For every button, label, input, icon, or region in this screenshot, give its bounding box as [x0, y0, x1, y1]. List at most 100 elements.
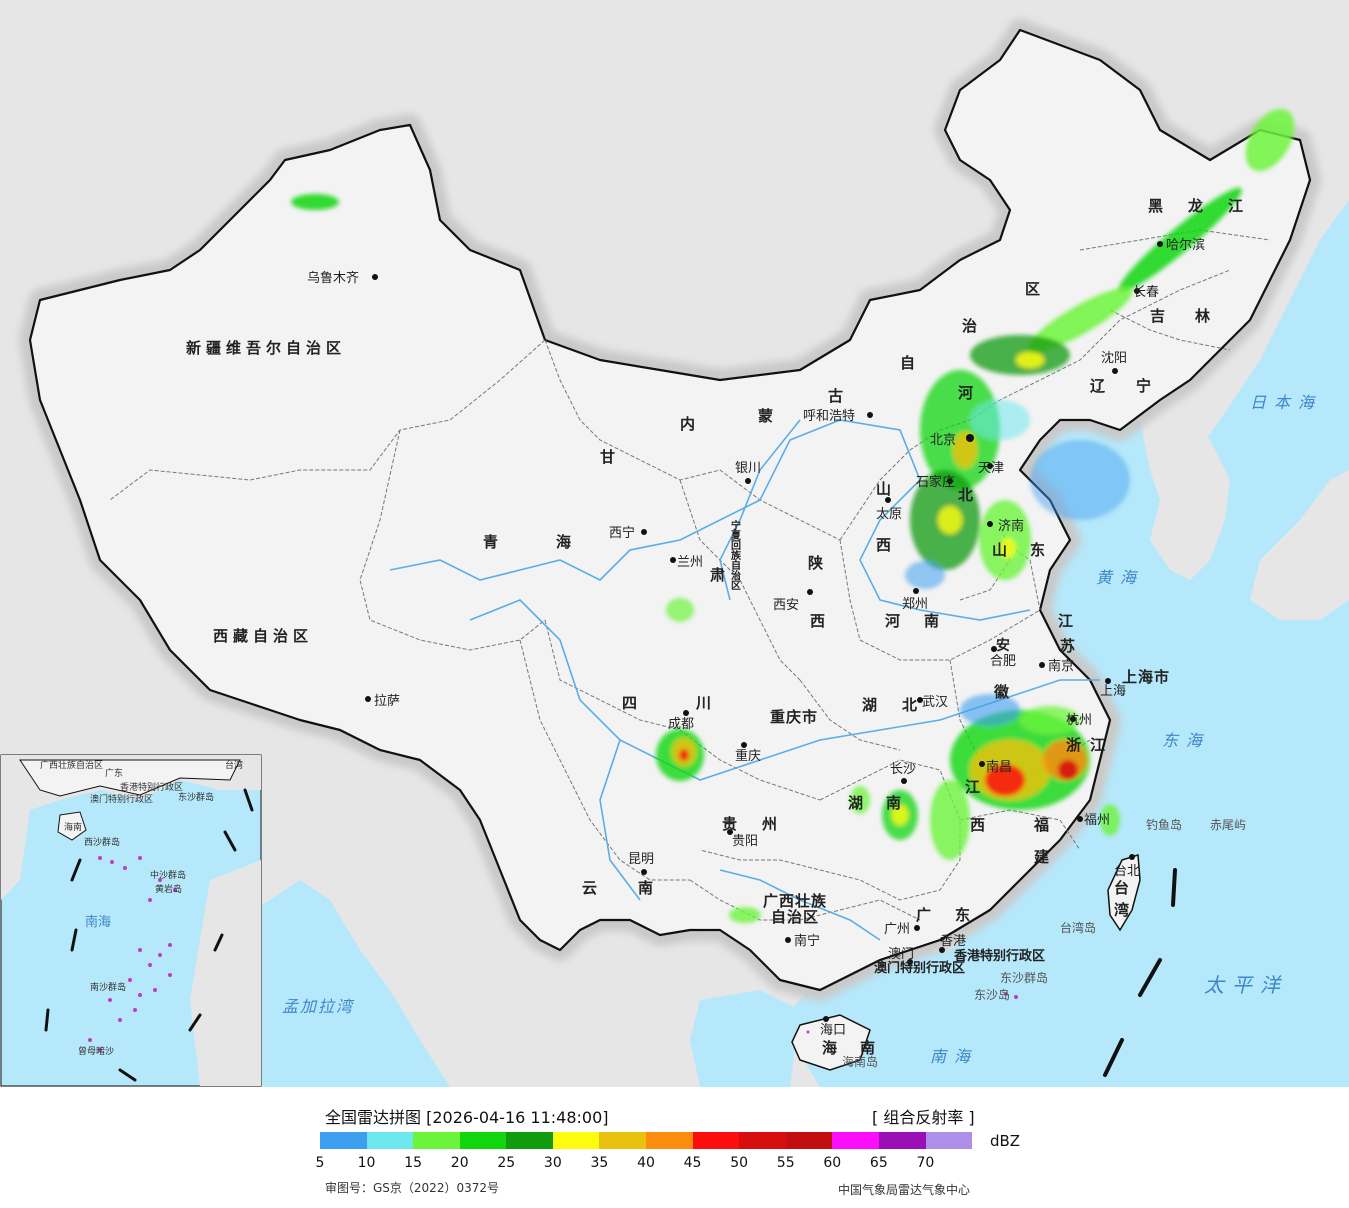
province-label: 浙: [1066, 736, 1086, 754]
province-label: 安: [996, 637, 1015, 654]
province-label: 北: [958, 486, 978, 504]
province-label: 自治区: [771, 908, 819, 926]
legend-swatch: [599, 1132, 647, 1149]
legend-swatch: [366, 1132, 414, 1149]
province-label: 西: [970, 816, 990, 834]
capital-label: 沈阳: [1101, 351, 1127, 366]
province-label: 贵: [722, 815, 742, 833]
capital-label: 石家庄: [916, 474, 955, 490]
color-scale: [320, 1132, 973, 1149]
province-label: 江: [1228, 197, 1248, 215]
sea-label: 孟加拉湾: [282, 997, 355, 1016]
province-label: 宁: [1136, 377, 1156, 395]
islands-markers: [806, 992, 1018, 1034]
legend-tick-label: 35: [590, 1155, 609, 1171]
nine-dash-line-main: [1103, 868, 1177, 1077]
inset-label: 澳门特别行政区: [90, 793, 153, 805]
legend-tick-label: 65: [869, 1155, 888, 1171]
province-label: 东: [955, 906, 975, 924]
capital-label: 香港: [940, 934, 966, 949]
unit-label: dBZ: [990, 1132, 1021, 1150]
legend-swatch: [552, 1132, 600, 1149]
inset-label: 海南: [64, 821, 82, 833]
legend-tick-label: 70: [916, 1155, 935, 1171]
sea-label: 南海: [930, 1047, 978, 1066]
province-label: 香港特别行政区: [953, 948, 1045, 964]
province-label: 区: [1025, 280, 1045, 298]
province-label: 山: [876, 480, 896, 498]
province-label: 黑: [1148, 197, 1168, 215]
province-label: 州: [761, 815, 782, 833]
capital-label: 海口: [820, 1023, 846, 1038]
capital-label: 台北: [1114, 864, 1140, 879]
province-label: 南: [924, 612, 944, 630]
capital-label: 重庆: [735, 748, 761, 764]
legend-swatch: [646, 1132, 693, 1149]
capital-label: 兰州: [677, 555, 703, 570]
capital-label: 郑州: [902, 597, 928, 612]
mosaic-title: 全国雷达拼图 [2026-04-16 11:48:00]: [325, 1108, 609, 1127]
legend-swatch: [878, 1132, 926, 1149]
province-label: 内: [680, 415, 700, 433]
ocean-gulf-tonkin: [690, 990, 800, 1087]
province-label: 林: [1195, 307, 1215, 325]
legend-swatch: [506, 1132, 553, 1149]
capital-label: 南昌: [986, 759, 1012, 775]
organization-label: 中国气象局雷达气象中心: [838, 1183, 971, 1197]
province-label: 西藏自治区: [213, 627, 313, 645]
capital-label: 贵阳: [732, 834, 758, 849]
legend-swatch: [459, 1132, 507, 1149]
inset-label: 东沙群岛: [178, 791, 214, 803]
island-label: 海南岛: [842, 1054, 878, 1069]
province-label: 辽: [1090, 377, 1110, 395]
island-label: 东沙岛: [974, 987, 1010, 1002]
province-label: 吉: [1150, 307, 1170, 325]
capital-label: 南京: [1048, 658, 1074, 674]
korea-land: [1140, 410, 1230, 580]
capital-label: 北京: [930, 433, 956, 448]
ocean-bengal: [262, 880, 450, 1087]
legend-tick-label: 10: [357, 1155, 376, 1171]
legend-tick-label: 5: [315, 1155, 325, 1171]
radar-map: 新疆维吾尔自治区 西藏自治区 青 海 甘 肃 内 蒙 古 自 治 区 黑 龙 江…: [0, 0, 1349, 1087]
province-label: 福: [1033, 816, 1054, 834]
province-label: 湾: [1114, 901, 1134, 919]
capital-markers: [365, 241, 1163, 1022]
province-label: 广: [916, 906, 936, 924]
province-label: 自: [900, 354, 920, 372]
legend-tick-label: 15: [404, 1155, 423, 1171]
province-label: 南: [860, 1039, 880, 1057]
province-label: 东: [1030, 541, 1050, 559]
capital-label: 长春: [1133, 285, 1159, 300]
capital-label: 济南: [998, 518, 1024, 534]
province-label: 新疆维吾尔自治区: [186, 339, 346, 357]
capital-label: 合肥: [990, 654, 1016, 669]
capital-label: 昆明: [628, 852, 654, 867]
island-label: 东沙群岛: [1000, 970, 1048, 985]
province-label: 湖: [862, 696, 882, 714]
province-label: 北: [902, 696, 922, 714]
island-label: 台湾岛: [1060, 920, 1096, 935]
legend-tick-label: 30: [543, 1155, 562, 1171]
legend-swatch: [413, 1132, 460, 1149]
capital-label: 南宁: [794, 933, 820, 949]
capital-label: 上海: [1100, 684, 1126, 699]
province-label: 河: [958, 384, 978, 402]
legend-tick-label: 40: [637, 1155, 655, 1171]
province-label: 南: [638, 879, 658, 897]
province-label: 西: [810, 612, 830, 630]
province-label: 建: [1034, 848, 1054, 866]
province-label: 山: [992, 541, 1012, 559]
capital-label: 太原: [876, 507, 902, 522]
province-label: 上海市: [1122, 668, 1170, 686]
province-label: 宁夏回族自治区: [729, 519, 742, 590]
inset-label: 广东: [105, 767, 123, 779]
province-label: 治: [962, 317, 982, 335]
island-label: 赤尾屿: [1210, 818, 1246, 832]
legend-swatch: [785, 1132, 833, 1149]
inset-label: 南海: [85, 914, 111, 930]
capital-label: 呼和浩特: [803, 409, 855, 424]
review-number: 审图号：GS京（2022）0372号: [325, 1181, 499, 1195]
province-label: 海: [822, 1039, 842, 1057]
legend-footer: 全国雷达拼图 [2026-04-16 11:48:00] [ 组合反射率 ] d…: [0, 1087, 1349, 1208]
